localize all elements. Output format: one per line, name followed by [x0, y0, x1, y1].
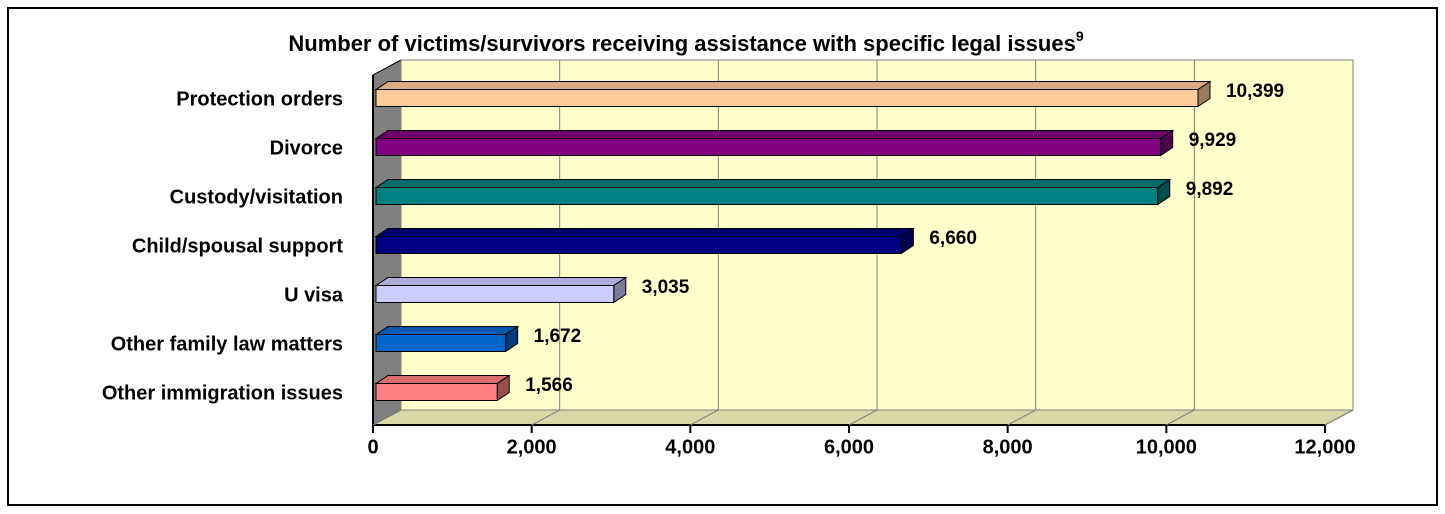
bar: [375, 383, 498, 401]
bar: [375, 187, 1159, 205]
bar-top: [374, 179, 1172, 188]
data-label: 9,929: [1189, 130, 1237, 151]
y-tick-label: Custody/visitation: [170, 186, 343, 208]
bar-top: [374, 130, 1175, 139]
floor-grid-line: [848, 409, 878, 426]
data-label: 10,399: [1226, 81, 1284, 102]
x-tick-label: 6,000: [824, 436, 874, 458]
floor-grid-line: [1166, 409, 1195, 426]
title-superscript: 9: [1076, 28, 1084, 44]
bar: [375, 236, 902, 254]
x-tick-label: 0: [367, 436, 378, 458]
chart-title: Number of victims/survivors receiving as…: [288, 28, 1083, 56]
y-tick-label: Divorce: [270, 137, 343, 159]
bar-top: [374, 375, 511, 384]
data-label: 6,660: [929, 228, 977, 249]
x-tick-label: 8,000: [983, 436, 1033, 458]
x-tick-label: 10,000: [1136, 436, 1197, 458]
data-label: 3,035: [642, 277, 690, 298]
bar-top: [374, 81, 1212, 90]
y-tick-label: Child/spousal support: [132, 235, 343, 257]
x-tick-label: 12,000: [1294, 436, 1355, 458]
data-label: 9,892: [1186, 179, 1234, 200]
y-tick-label: Protection orders: [176, 88, 343, 110]
bar: [375, 285, 615, 303]
floor-grid-line: [1324, 409, 1354, 426]
bar: [375, 138, 1162, 156]
data-label: 1,566: [525, 375, 573, 396]
y-tick-label: Other family law matters: [111, 333, 343, 355]
y-tick-label: Other immigration issues: [102, 382, 343, 404]
data-label: 1,672: [534, 326, 582, 347]
bar-top: [374, 326, 520, 335]
title-text: Number of victims/survivors receiving as…: [288, 31, 1075, 56]
floor-grid-line: [1007, 409, 1036, 426]
x-tick-label: 4,000: [665, 436, 715, 458]
bar: [375, 89, 1199, 107]
x-tick-label: 2,000: [507, 436, 557, 458]
bar-top: [374, 228, 916, 237]
floor-grid-line: [690, 409, 719, 426]
bar-top: [374, 277, 628, 286]
bar: [375, 334, 507, 352]
y-tick-label: U visa: [284, 284, 344, 306]
floor-grid-line: [531, 409, 560, 426]
floor-grid-line: [372, 409, 402, 426]
